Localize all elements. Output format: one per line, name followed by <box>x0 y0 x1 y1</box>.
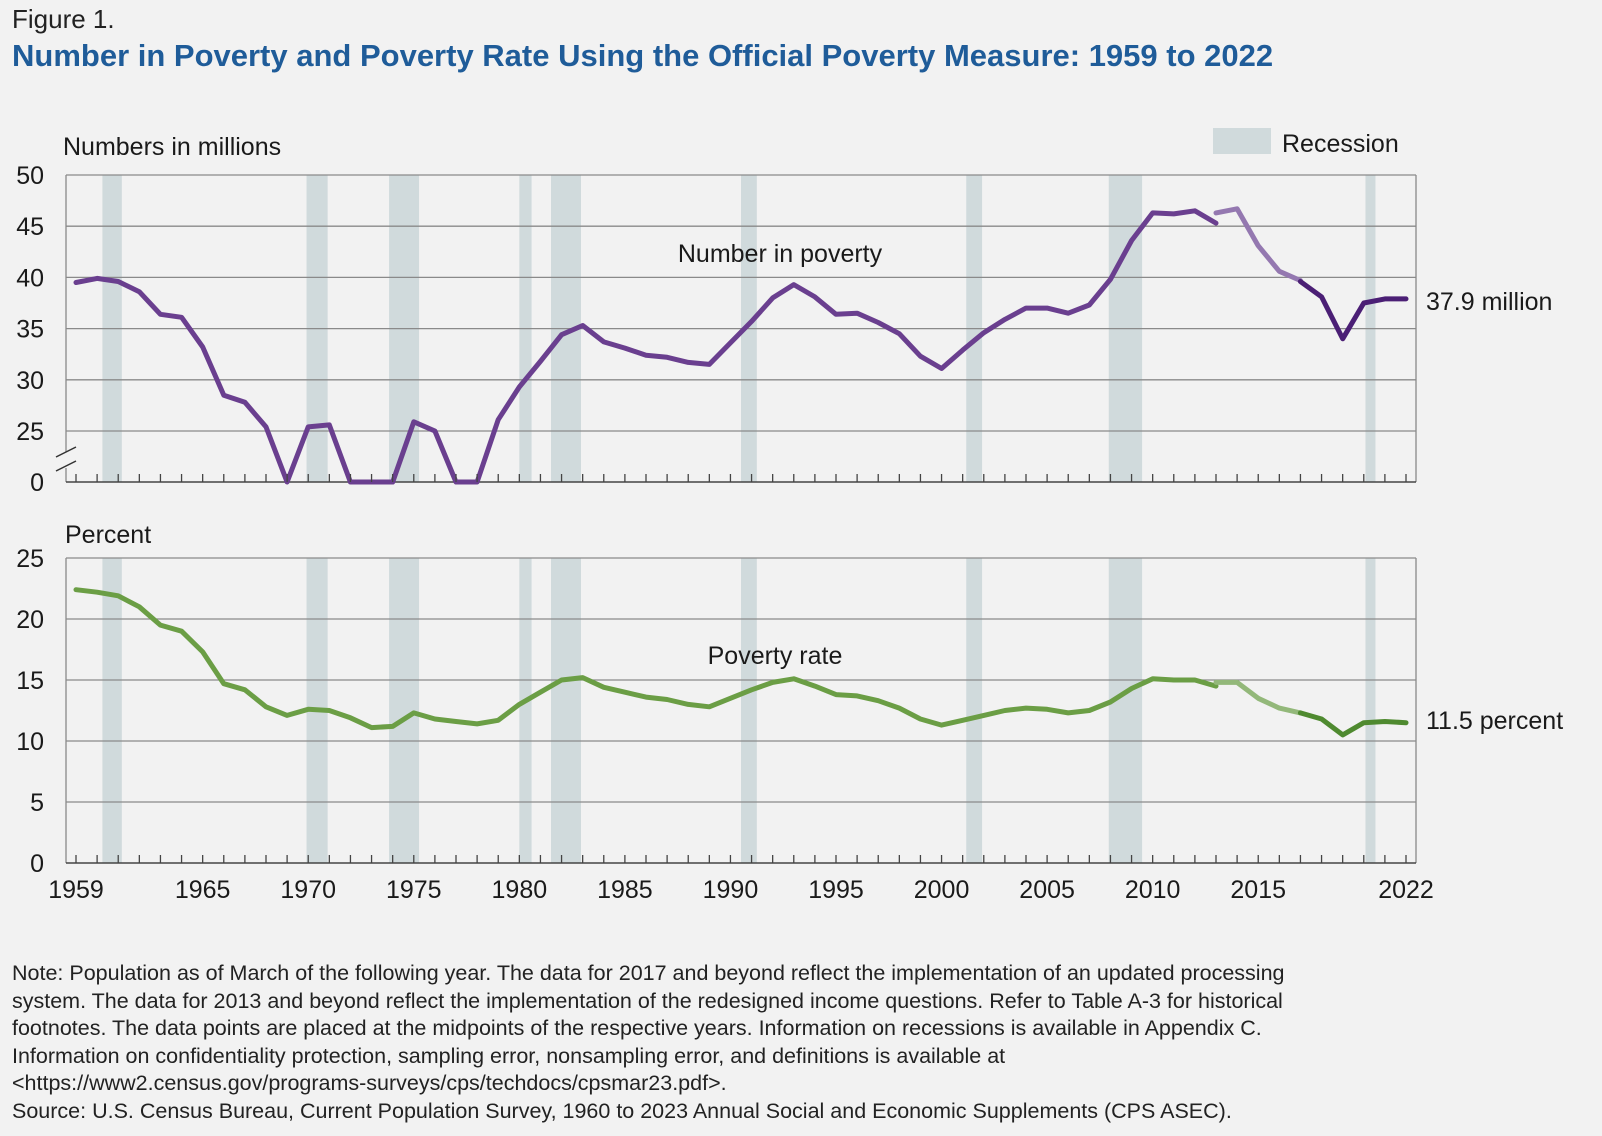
y-tick-label: 30 <box>16 367 44 395</box>
x-tick-label: 1965 <box>175 876 231 904</box>
recession-band <box>389 558 420 863</box>
rate-panel: 25 20 15 10 5 0 Percent Poverty rate 11.5 percen… <box>16 521 1563 878</box>
y-axis-label: Percent <box>65 521 151 549</box>
series-label-rate: Poverty rate <box>708 642 843 670</box>
x-tick-label: 2000 <box>914 876 970 904</box>
y-tick-label: 50 <box>16 162 44 190</box>
x-tick-label: 1959 <box>48 876 104 904</box>
recession-band <box>966 558 983 863</box>
y-tick-label: 10 <box>16 728 44 756</box>
axis-break-mark <box>55 446 77 458</box>
x-tick-label: 1985 <box>597 876 653 904</box>
x-tick-label: 2005 <box>1019 876 1075 904</box>
number-in-poverty-line <box>1213 206 1303 283</box>
y-axis-label: Numbers in millions <box>63 133 281 161</box>
note-line: <https://www2.census.gov/programs-survey… <box>12 1071 727 1095</box>
recession-band <box>741 558 757 863</box>
note-line: system. The data for 2013 and beyond ref… <box>12 988 1283 1013</box>
axis-break-mark <box>55 460 77 472</box>
source-line: Source: U.S. Census Bureau, Current Popu… <box>12 1098 1232 1123</box>
x-tick-label: 2022 <box>1378 876 1434 904</box>
x-tick-label: 2010 <box>1125 876 1181 904</box>
end-value-label-rate: 11.5 percent <box>1426 707 1563 735</box>
recession-band <box>1365 558 1376 863</box>
recession-band <box>551 558 581 863</box>
poverty-rate-line <box>1297 710 1409 738</box>
y-tick-label: 15 <box>16 667 44 695</box>
y-tick-label: 5 <box>30 789 44 817</box>
number-in-poverty-line <box>1297 279 1409 342</box>
y-tick-label: 20 <box>16 606 44 634</box>
y-tick-label: 45 <box>16 213 44 241</box>
x-tick-label: 1990 <box>703 876 759 904</box>
x-tick-label: 2015 <box>1230 876 1286 904</box>
x-tick-label: 1980 <box>492 876 548 904</box>
chart-title: Number in Poverty and Poverty Rate Using… <box>12 38 1274 73</box>
y-tick-label: 0 <box>30 850 44 878</box>
x-axis: 1959 1965 1970 1975 1980 1985 1990 1995 2000 2005… <box>48 474 1434 904</box>
legend: Recession <box>1213 128 1399 158</box>
poverty-rate-line <box>73 587 1219 731</box>
x-tick-label: 1970 <box>280 876 336 904</box>
note-block: Note: Population as of March of the foll… <box>12 960 1592 1125</box>
note-line: Note: Population as of March of the foll… <box>12 961 1285 985</box>
y-tick-label: 0 <box>30 469 44 497</box>
y-tick-label: 35 <box>16 316 44 344</box>
note-line: footnotes. The data points are placed at… <box>12 1016 1262 1040</box>
recession-band <box>1108 558 1143 863</box>
legend-recession-swatch <box>1213 128 1271 154</box>
legend-recession-label: Recession <box>1282 130 1399 158</box>
y-tick-label: 25 <box>16 418 44 446</box>
number-panel: 50 45 40 35 30 25 0 Numbers in millions Number i… <box>16 133 1552 497</box>
x-tick-label: 1995 <box>808 876 864 904</box>
poverty-rate-line <box>1213 679 1303 716</box>
y-tick-label: 40 <box>16 264 44 292</box>
end-value-label-number: 37.9 million <box>1426 288 1552 316</box>
x-tick-label: 1975 <box>386 876 442 904</box>
series-label-number: Number in poverty <box>678 240 883 268</box>
recession-band <box>519 558 532 863</box>
number-in-poverty-line <box>73 208 1219 485</box>
y-tick-label: 25 <box>16 545 44 573</box>
recession-band <box>102 558 122 863</box>
note-line: Information on confidentiality protectio… <box>12 1043 1006 1068</box>
figure-label: Figure 1. <box>12 4 115 34</box>
